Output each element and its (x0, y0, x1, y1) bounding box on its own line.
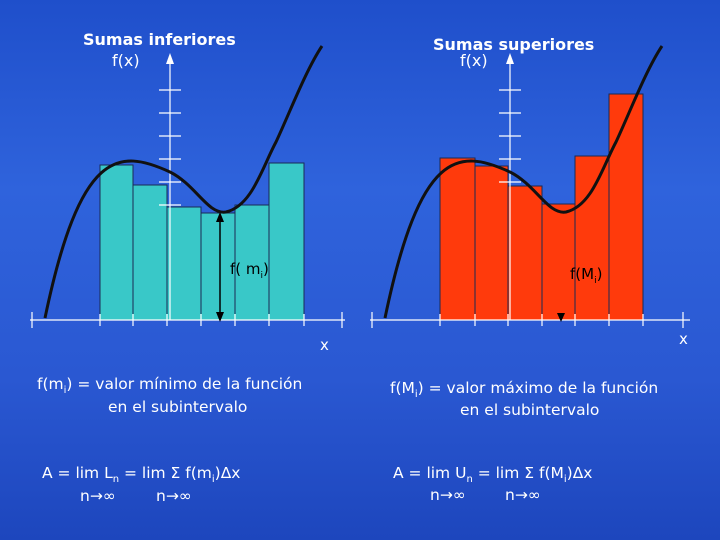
left-bars (99, 162, 305, 321)
right-bar (574, 155, 610, 321)
left-bar (166, 206, 202, 321)
right-formula-limit1: n→∞ (430, 486, 466, 504)
left-x-axis-label: x (320, 336, 329, 354)
left-x-axis (30, 312, 345, 328)
right-bars (439, 93, 644, 321)
right-bar-label: f(Mi) (570, 265, 603, 286)
left-formula-limit1: n→∞ (80, 487, 116, 505)
right-height-arrow (557, 313, 565, 322)
right-bar (541, 203, 576, 321)
right-y-axis-label: f(x) (460, 51, 488, 70)
right-formula-line1: A = lim Un = lim Σ f(Mi)Δx (393, 464, 593, 486)
left-bar (132, 184, 168, 321)
right-x-axis (370, 312, 690, 328)
left-height-arrow (216, 212, 224, 322)
left-bar (268, 162, 305, 321)
left-definition-line1: f(mi) = valor mínimo de la función (37, 375, 303, 397)
right-bar (439, 157, 476, 321)
left-curve (43, 45, 324, 319)
right-y-axis (499, 53, 521, 320)
left-bar (99, 164, 134, 321)
right-formula-limit2: n→∞ (505, 486, 541, 504)
left-bar (200, 212, 236, 321)
right-bar (608, 93, 644, 321)
right-curve (383, 45, 664, 319)
right-definition-line2: en el subintervalo (460, 401, 600, 419)
left-formula-line1: A = lim Ln = lim Σ f(mi)Δx (42, 464, 241, 486)
left-y-axis (159, 53, 181, 320)
left-y-axis-label: f(x) (112, 51, 140, 70)
left-definition-line2: en el subintervalo (108, 398, 248, 416)
right-x-axis-label: x (679, 330, 688, 348)
left-formula-limit2: n→∞ (156, 487, 192, 505)
left-title: Sumas inferiores (83, 30, 236, 49)
right-definition-line1: f(Mi) = valor máximo de la función (390, 379, 659, 401)
right-bar (507, 185, 543, 321)
right-bar (474, 165, 509, 321)
left-bar (234, 204, 270, 321)
left-bar-label: f( mi) (230, 260, 269, 281)
right-title: Sumas superiores (433, 35, 595, 54)
